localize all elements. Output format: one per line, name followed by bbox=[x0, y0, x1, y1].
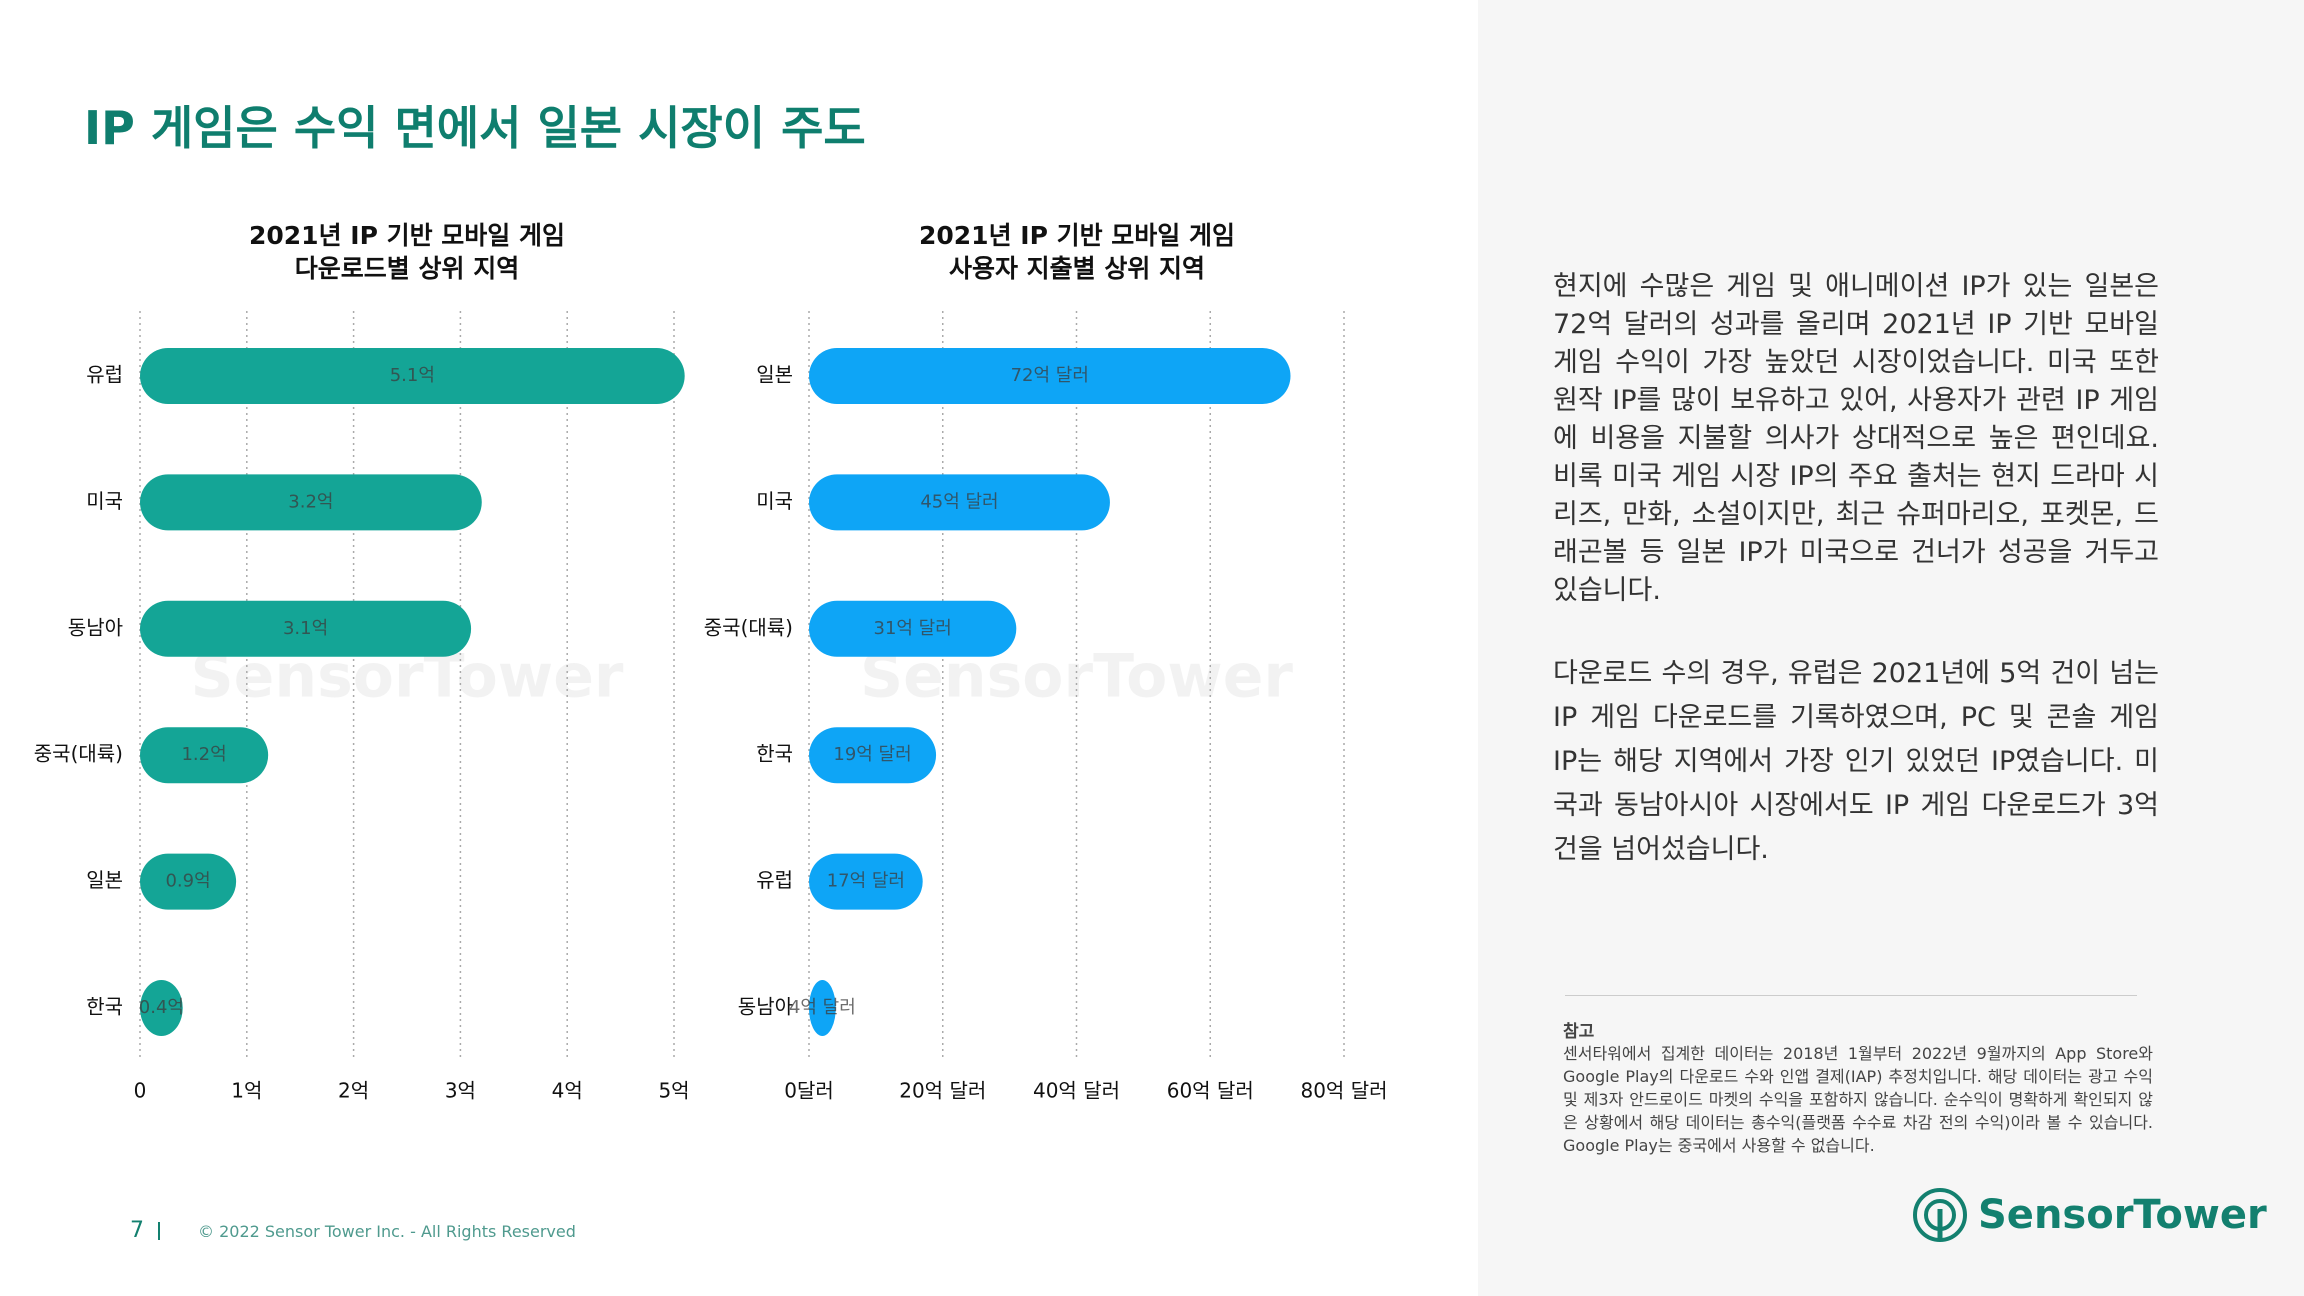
bar bbox=[140, 348, 685, 404]
x-tick-label: 5억 bbox=[658, 1079, 689, 1103]
bar bbox=[809, 727, 937, 784]
value-label: 3.2억 bbox=[288, 491, 333, 512]
bar bbox=[140, 980, 183, 1036]
x-tick-label: 40억 달러 bbox=[1033, 1079, 1120, 1103]
separator bbox=[158, 1222, 160, 1240]
value-label: 4억 달러 bbox=[789, 997, 856, 1018]
bar bbox=[140, 853, 237, 910]
divider bbox=[1565, 995, 2137, 996]
bar bbox=[809, 980, 836, 1036]
category-label: 미국 bbox=[756, 489, 793, 513]
value-label: 31억 달러 bbox=[874, 618, 952, 639]
page-number: 7 bbox=[130, 1218, 144, 1243]
bar bbox=[809, 600, 1017, 657]
side-panel bbox=[1478, 0, 2304, 1296]
x-tick-label: 3억 bbox=[445, 1079, 476, 1103]
category-label: 동남아 bbox=[68, 615, 123, 639]
logo-text: SensorTower bbox=[1978, 1192, 2267, 1238]
logo-icon bbox=[1913, 1188, 1967, 1242]
paragraph: 다운로드 수의 경우, 유럽은 2021년에 5억 건이 넘는 IP 게임 다운… bbox=[1553, 658, 2159, 865]
bar bbox=[809, 348, 1291, 404]
note-text: 센서타워에서 집계한 데이터는 2018년 1월부터 2022년 9월까지의 A… bbox=[1563, 1044, 2153, 1155]
category-label: 유럽 bbox=[86, 363, 123, 387]
bar bbox=[140, 727, 269, 784]
chart-title: 사용자 지출별 상위 지역 bbox=[949, 254, 1205, 283]
x-tick-label: 60억 달러 bbox=[1167, 1079, 1254, 1103]
x-tick-label: 2억 bbox=[338, 1079, 369, 1103]
value-label: 19억 달러 bbox=[833, 744, 911, 765]
value-label: 1.2억 bbox=[181, 744, 226, 765]
value-label: 3.1억 bbox=[283, 618, 328, 639]
logo: SensorTower bbox=[1912, 1185, 2267, 1245]
category-label: 한국 bbox=[756, 742, 793, 766]
category-label: 동남아 bbox=[738, 995, 793, 1019]
value-label: 45억 달러 bbox=[920, 491, 998, 512]
bar bbox=[809, 853, 923, 910]
paragraph: 현지에 수많은 게임 및 애니메이션 IP가 있는 일본은 72억 달러의 성과… bbox=[1553, 271, 2159, 606]
chart-title: 2021년 IP 기반 모바일 게임 bbox=[919, 221, 1235, 250]
value-label: 5.1억 bbox=[390, 365, 435, 386]
value-label: 17억 달러 bbox=[827, 871, 905, 892]
category-label: 미국 bbox=[86, 489, 123, 513]
copyright: © 2022 Sensor Tower Inc. - All Rights Re… bbox=[198, 1222, 576, 1241]
category-label: 중국(대륙) bbox=[34, 742, 123, 766]
page-title: IP 게임은 수익 면에서 일본 시장이 주도 bbox=[84, 101, 866, 155]
category-label: 한국 bbox=[86, 995, 123, 1019]
bar bbox=[809, 474, 1110, 531]
x-tick-label: 80억 달러 bbox=[1300, 1079, 1387, 1103]
value-label: 0.4억 bbox=[139, 997, 184, 1018]
note-title: 참고 bbox=[1563, 1022, 1595, 1042]
chart-title: 2021년 IP 기반 모바일 게임 bbox=[249, 221, 565, 250]
x-tick-label: 4억 bbox=[552, 1079, 583, 1103]
chart-title: 다운로드별 상위 지역 bbox=[295, 254, 519, 283]
category-label: 유럽 bbox=[756, 868, 793, 892]
value-label: 72억 달러 bbox=[1011, 365, 1089, 386]
value-label: 0.9억 bbox=[165, 871, 210, 892]
bar bbox=[140, 474, 482, 531]
category-label: 중국(대륙) bbox=[704, 615, 793, 639]
x-tick-label: 0 bbox=[134, 1079, 147, 1103]
x-tick-label: 1억 bbox=[231, 1079, 262, 1103]
x-tick-label: 20억 달러 bbox=[899, 1079, 986, 1103]
bar bbox=[140, 600, 472, 657]
category-label: 일본 bbox=[86, 868, 123, 892]
category-label: 일본 bbox=[756, 363, 793, 387]
x-tick-label: 0달러 bbox=[784, 1079, 834, 1103]
